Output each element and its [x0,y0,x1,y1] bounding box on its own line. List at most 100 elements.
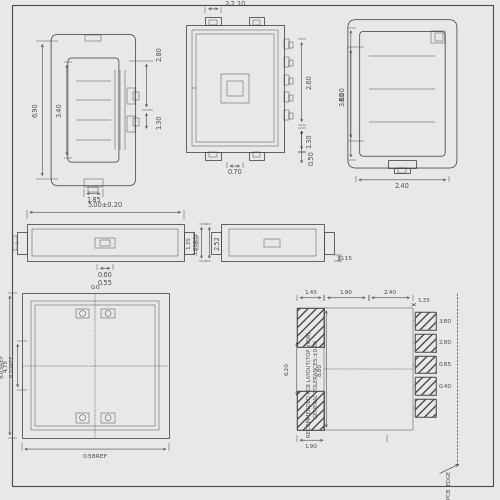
Bar [414,356,436,374]
Bar [96,238,115,248]
Text: RECOMMENDED PCB LAYOUT(TOP VIEW): RECOMMENDED PCB LAYOUT(TOP VIEW) [307,331,312,436]
Bar [324,308,412,430]
Bar [132,92,138,100]
Text: 1.45: 1.45 [304,290,317,296]
Bar [127,88,134,104]
Bar [192,30,278,146]
Bar [32,300,159,430]
Bar [324,232,334,254]
Bar [184,232,194,254]
Text: 0.58REF: 0.58REF [82,454,108,460]
Bar [414,399,436,416]
Bar [414,312,436,330]
Bar [297,391,324,430]
Bar [100,240,110,246]
Bar [297,308,324,347]
Bar [284,74,289,85]
Text: 2-2.10: 2-2.10 [224,1,246,7]
Text: 3.80: 3.80 [438,319,452,324]
Text: 2.40: 2.40 [395,182,410,188]
Text: 6.20REF: 6.20REF [10,354,14,377]
Text: 3.60: 3.60 [340,92,346,106]
Text: 0.50: 0.50 [308,150,314,164]
Bar [297,391,324,430]
Bar [284,57,289,67]
Bar [206,152,221,160]
Bar [194,236,198,250]
Bar [289,113,293,119]
Text: 4.75: 4.75 [4,359,8,372]
Bar [252,152,260,157]
Bar [210,152,217,157]
Bar [297,308,324,347]
Bar [284,40,289,49]
Bar [414,312,436,330]
Text: 2.40: 2.40 [384,290,397,296]
Text: 1.90: 1.90 [340,290,353,296]
Bar [84,179,103,186]
Text: 0.60: 0.60 [98,272,112,278]
Text: 0.0: 0.0 [90,286,100,290]
Bar [227,80,242,96]
Bar [388,160,415,168]
Bar [127,116,134,132]
Text: 8.03REF: 8.03REF [0,354,4,378]
Text: 2.60: 2.60 [306,74,312,90]
Bar [414,378,436,395]
Text: 6.90: 6.90 [32,102,38,118]
Bar [32,229,178,256]
Bar [289,96,293,101]
Bar [76,412,90,422]
Bar [16,232,26,254]
Text: PCB  EDGE: PCB EDGE [446,470,452,498]
Text: GENERAL TOLERANCES:±0.05: GENERAL TOLERANCES:±0.05 [314,340,319,418]
Bar [432,32,445,43]
Text: 2.52: 2.52 [214,236,220,250]
Bar [101,308,115,318]
Text: 1.90: 1.90 [304,444,317,448]
Bar [394,168,410,173]
Text: 2.80: 2.80 [438,340,452,345]
Text: 1.30: 1.30 [156,114,162,129]
Text: 8.80: 8.80 [318,362,323,376]
Text: 5.00±0.20: 5.00±0.20 [88,202,123,208]
Bar [88,186,99,192]
Bar [212,232,221,254]
Text: 1.35: 1.35 [417,298,430,303]
Bar [414,334,436,352]
Bar [289,78,293,84]
Bar [414,334,436,352]
Text: 0.85: 0.85 [438,362,452,367]
Bar [86,36,101,42]
Text: 0.40: 0.40 [438,384,452,388]
Text: 0.55: 0.55 [98,280,112,286]
Bar [289,42,293,48]
Bar [22,293,169,438]
Text: 3.40: 3.40 [57,102,63,118]
Bar [101,412,115,422]
Bar [36,304,156,426]
Text: 6.20: 6.20 [284,362,290,376]
Text: 8.00: 8.00 [340,86,346,102]
Bar [248,16,264,24]
Bar [252,20,260,24]
Text: 3.00REF: 3.00REF [193,230,198,255]
Bar [196,34,274,142]
Bar [414,356,436,374]
Bar [264,239,280,246]
Bar [13,236,16,250]
Bar [210,20,217,24]
Bar [186,24,284,152]
Bar [206,16,221,24]
Bar [289,60,293,66]
Text: 1.35: 1.35 [186,236,191,249]
Text: 0.15: 0.15 [340,256,352,261]
Bar [221,224,324,262]
Text: 1.30: 1.30 [306,133,312,148]
Bar [414,378,436,395]
Bar [398,168,406,173]
Bar [436,34,443,42]
Bar [229,229,316,256]
Text: 1.85: 1.85 [86,198,101,203]
Bar [248,152,264,160]
